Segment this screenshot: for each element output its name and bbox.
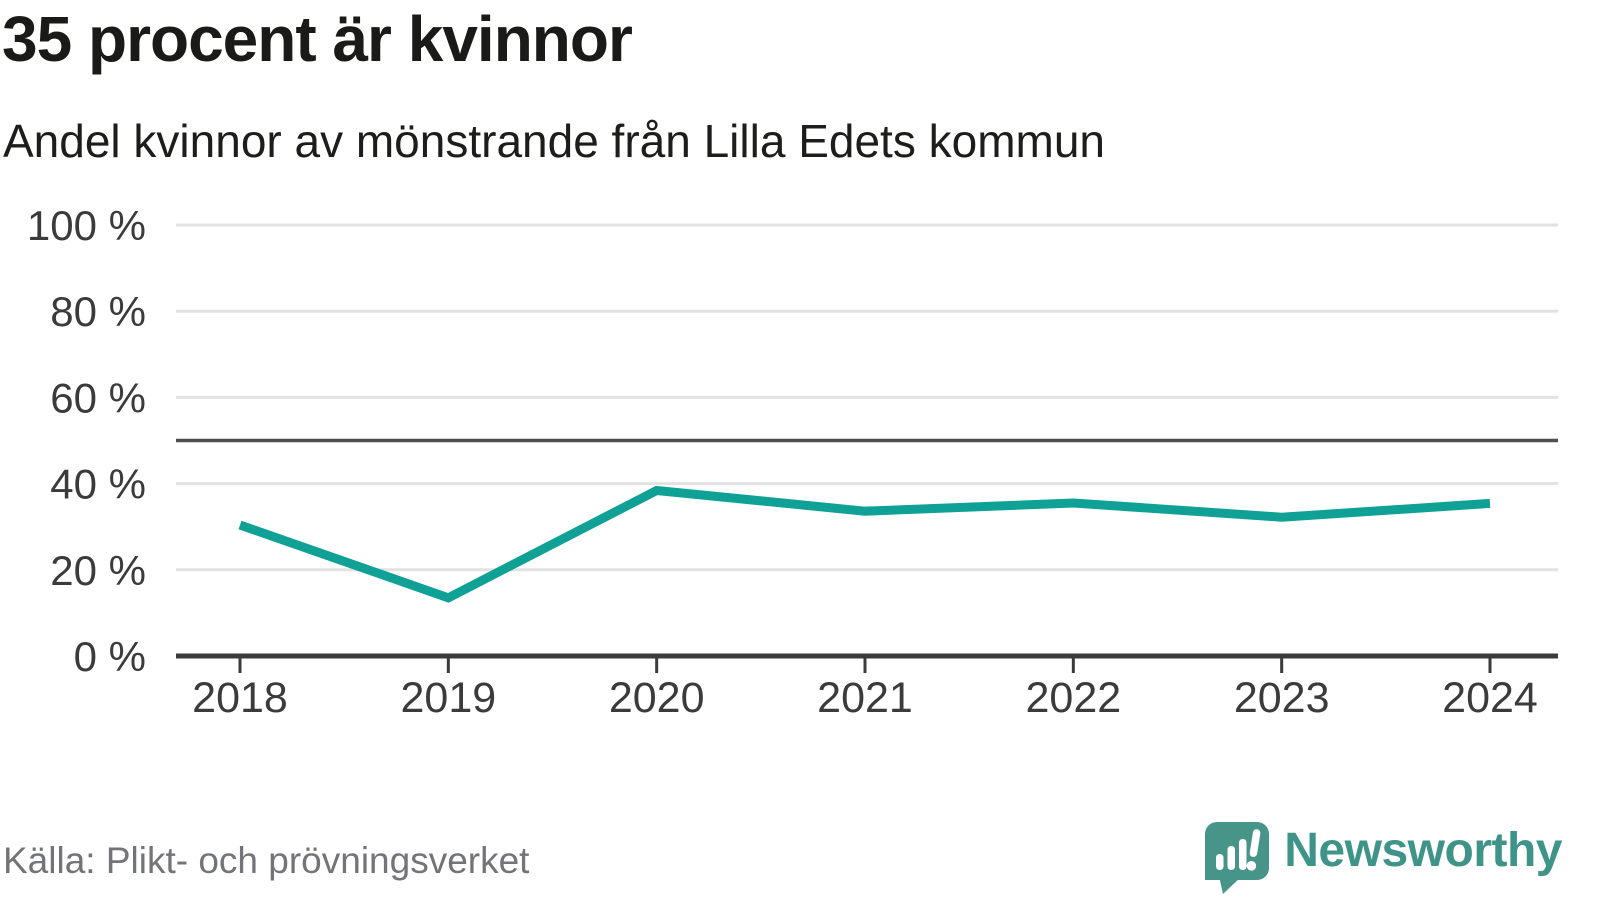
newsworthy-logo: Newsworthy	[1204, 816, 1562, 896]
y-axis-label: 20 %	[50, 547, 146, 594]
y-axis-label: 40 %	[50, 461, 146, 508]
y-axis-label: 0 %	[74, 633, 146, 680]
x-axis-label: 2021	[817, 674, 913, 722]
y-axis-label: 100 %	[27, 202, 146, 249]
chart-subtitle: Andel kvinnor av mönstrande från Lilla E…	[3, 115, 1106, 167]
x-axis-label: 2019	[400, 674, 496, 722]
x-axis-label: 2023	[1234, 674, 1330, 722]
newsworthy-bubble-chart-icon	[1205, 822, 1270, 894]
x-axis-label: 2018	[192, 674, 288, 722]
x-axis-label: 2020	[609, 674, 705, 722]
newsworthy-wordmark: Newsworthy	[1284, 823, 1562, 877]
x-axis-label: 2024	[1442, 674, 1538, 722]
x-axis-label: 2022	[1025, 674, 1121, 722]
chart-title: 35 procent är kvinnor	[2, 3, 633, 75]
data-line	[238, 485, 1491, 603]
y-axis-label: 80 %	[50, 288, 146, 335]
source-note: Källa: Plikt- och prövningsverket	[3, 840, 530, 881]
y-axis-label: 60 %	[50, 374, 146, 421]
